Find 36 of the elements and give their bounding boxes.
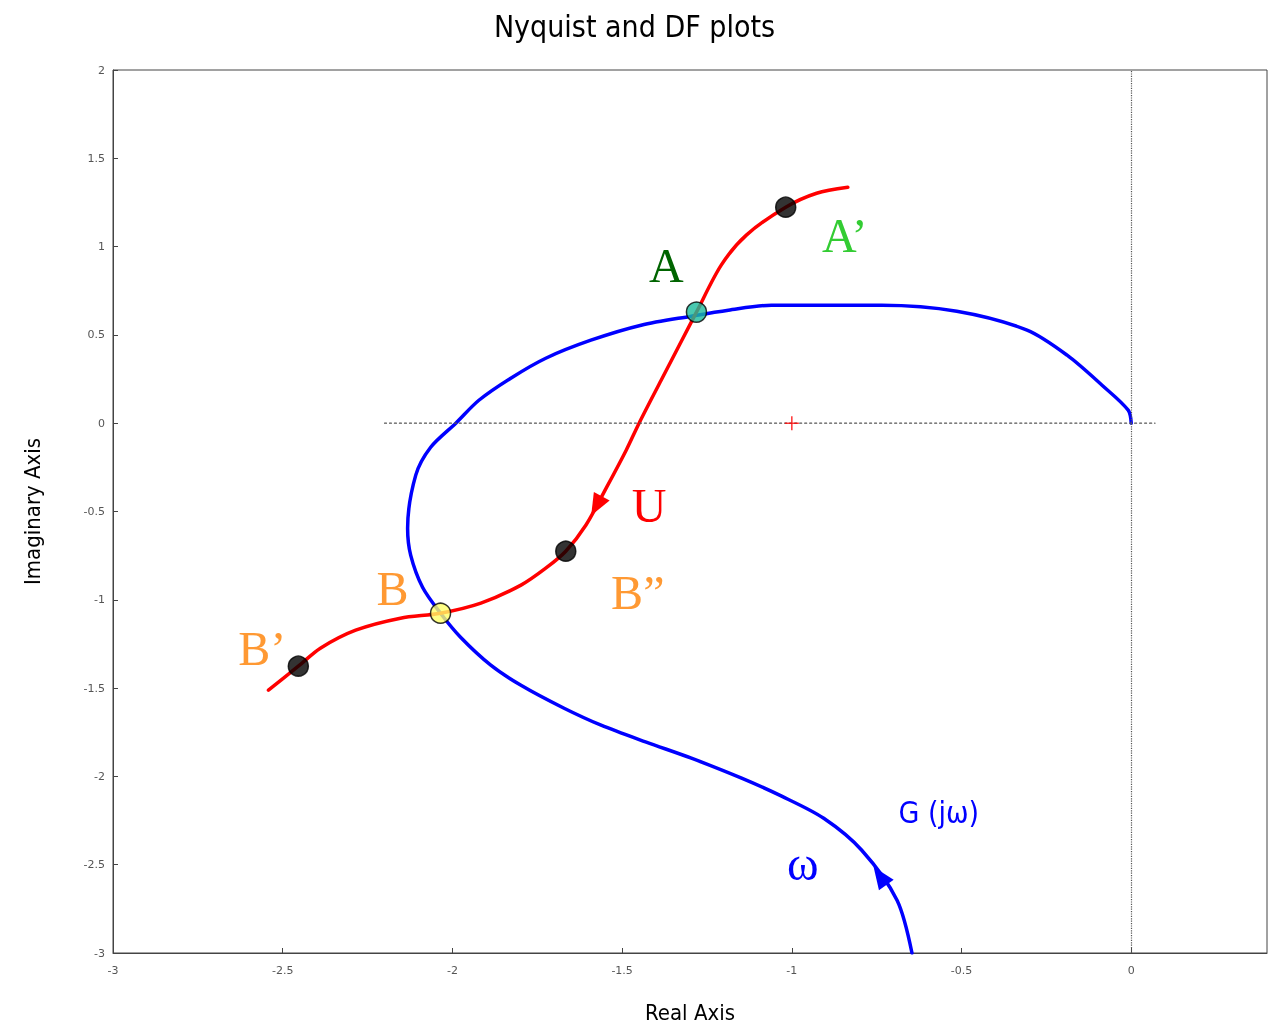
x-tick-label: -2 — [446, 964, 458, 977]
point — [685, 301, 708, 323]
annotation: ω — [786, 836, 819, 890]
annotation: U — [631, 478, 667, 532]
y-tick-label: -2.5 — [83, 858, 105, 872]
x-axis-title: Real Axis — [645, 999, 735, 1025]
point — [784, 415, 800, 431]
y-tick-label: -1 — [94, 593, 105, 607]
y-tick-label: 1.5 — [87, 151, 105, 165]
x-tick-label: -1.5 — [611, 964, 633, 977]
annotation: B — [376, 561, 409, 615]
y-tick-label: 1 — [98, 240, 105, 254]
annotation: A — [649, 238, 685, 292]
point — [555, 540, 577, 562]
annotation: B” — [611, 565, 665, 619]
y-tick-label: 2 — [98, 63, 105, 77]
annotation: G (jω) — [898, 794, 980, 830]
point — [287, 655, 310, 677]
x-tick-label: -1 — [786, 964, 798, 977]
x-tick-label: 0 — [1127, 964, 1135, 977]
y-tick-label: 0.5 — [87, 328, 105, 342]
x-tick-label: -0.5 — [950, 964, 973, 977]
annotation: A’ — [822, 208, 868, 262]
y-tick-label: -3 — [94, 946, 105, 960]
y-tick-label: -1.5 — [83, 681, 105, 695]
chart-title: Nyquist and DF plots — [493, 8, 776, 44]
x-tick-label: -3 — [107, 964, 119, 977]
y-tick-label: 0 — [98, 416, 105, 430]
line-series — [405, 303, 1133, 955]
y-axis-title: Imaginary Axis — [19, 437, 45, 586]
y-tick-label: -0.5 — [83, 505, 105, 518]
point — [429, 602, 452, 624]
point — [774, 196, 797, 218]
y-tick-label: -2 — [94, 769, 105, 783]
x-tick-label: -2.5 — [271, 964, 294, 977]
annotation: B’ — [238, 621, 287, 675]
